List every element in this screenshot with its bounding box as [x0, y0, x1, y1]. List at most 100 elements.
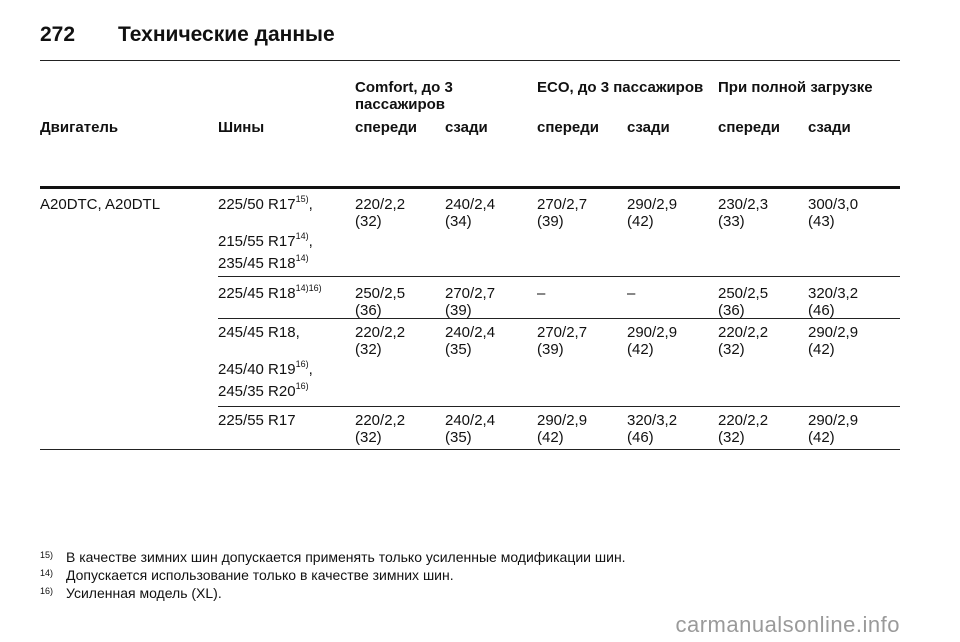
pressure-value: 220/2,2	[718, 324, 769, 341]
row-divider	[218, 276, 900, 277]
tyre-size-separator: ,	[308, 233, 313, 250]
pressure-psi: (35)	[445, 429, 472, 446]
pressure-psi: (42)	[808, 341, 835, 358]
column-header-rear: сзади	[627, 119, 670, 136]
row-divider	[40, 449, 900, 450]
pressure-psi: (46)	[808, 302, 835, 319]
tyre-size-text: 225/55 R17	[218, 412, 296, 429]
footnote-ref: 14)	[295, 253, 309, 263]
table-header-rule	[40, 186, 900, 189]
pressure-value: 250/2,5	[718, 285, 769, 302]
group-header-eco: ECO, до 3 пассажиров	[537, 79, 704, 96]
pressure-value: 290/2,9	[627, 324, 678, 341]
tyre-size: 245/45 R18,	[218, 324, 300, 341]
tyre-size-text: 215/55 R17	[218, 233, 296, 250]
tyre-size-text: 235/45 R18	[218, 255, 296, 272]
pressure-psi: (42)	[808, 429, 835, 446]
tyre-size-text: 245/40 R19	[218, 361, 296, 378]
footnote-ref: 14)	[295, 231, 309, 241]
pressure-psi: (39)	[445, 302, 472, 319]
column-header-front: спереди	[537, 119, 599, 136]
tyre-size: 245/40 R1916),	[218, 359, 313, 379]
pressure-value: 300/3,0	[808, 196, 859, 213]
pressure-value: –	[537, 285, 546, 302]
footnote-mark: 15)	[40, 550, 54, 560]
pressure-value: 230/2,3	[718, 196, 769, 213]
tyre-size: 225/45 R1814)16)	[218, 283, 322, 303]
pressure-value: 220/2,2	[355, 196, 406, 213]
row-divider	[218, 318, 900, 319]
column-header-tyres: Шины	[218, 119, 265, 136]
pressure-value: 220/2,2	[355, 412, 406, 429]
header-rule	[40, 60, 900, 61]
footnotes: 15) В качестве зимних шин допускается при…	[40, 548, 626, 602]
footnote-mark: 14)	[40, 568, 54, 578]
column-header-engine: Двигатель	[40, 119, 119, 136]
tyre-size-separator: ,	[308, 361, 313, 378]
footnote-mark: 16)	[40, 586, 54, 596]
group-header-full-load: При полной загрузке	[718, 79, 873, 96]
tyre-size: 225/55 R17	[218, 412, 296, 429]
column-header-rear: сзади	[445, 119, 488, 136]
pressure-value: 240/2,4	[445, 196, 496, 213]
tyre-size: 225/50 R1715),	[218, 194, 313, 214]
pressure-value: 290/2,9	[808, 324, 859, 341]
tyre-size-separator: ,	[308, 196, 313, 213]
footnote-ref: 14)16)	[295, 283, 322, 293]
footnote-text: Допускается использование только в качес…	[66, 567, 454, 583]
footnote-text: В качестве зимних шин допускается примен…	[66, 549, 626, 565]
pressure-value: 270/2,7	[537, 196, 588, 213]
footnote: 15) В качестве зимних шин допускается при…	[40, 548, 626, 566]
tyre-size-text: 225/45 R18	[218, 285, 296, 302]
group-header-comfort: Comfort, до 3 пассажиров	[355, 79, 453, 113]
column-header-front: спереди	[355, 119, 417, 136]
tyre-size: 245/35 R2016)	[218, 381, 309, 401]
row-divider	[218, 406, 900, 407]
tyre-size: 215/55 R1714),	[218, 231, 313, 251]
footnote-ref: 15)	[295, 194, 309, 204]
pressure-psi: (39)	[537, 341, 564, 358]
pressure-psi: (32)	[718, 341, 745, 358]
pressure-value: 220/2,2	[355, 324, 406, 341]
tyre-size: 235/45 R1814)	[218, 253, 309, 273]
pressure-psi: (32)	[355, 213, 382, 230]
tyre-size-text: 245/35 R20	[218, 383, 296, 400]
column-header-rear: сзади	[808, 119, 851, 136]
pressure-value: 320/3,2	[627, 412, 678, 429]
pressure-value: 320/3,2	[808, 285, 859, 302]
pressure-psi: (42)	[627, 341, 654, 358]
footnote-text: Усиленная модель (XL).	[66, 585, 222, 601]
footnote: 14) Допускается использование только в ка…	[40, 566, 626, 584]
page-header: 272 Технические данные	[40, 20, 335, 50]
pressure-psi: (34)	[445, 213, 472, 230]
footnote-ref: 16)	[295, 381, 309, 391]
page-number: 272	[40, 23, 76, 46]
pressure-value: 290/2,9	[537, 412, 588, 429]
pressure-psi: (32)	[355, 429, 382, 446]
watermark: carmanualsonline.info	[675, 612, 900, 637]
pressure-value: 240/2,4	[445, 324, 496, 341]
footnote-ref: 16)	[295, 359, 309, 369]
engine-cell: A20DTC, A20DTL	[40, 196, 161, 213]
pressure-value: 220/2,2	[718, 412, 769, 429]
pressure-psi: (35)	[445, 341, 472, 358]
pressure-psi: (46)	[627, 429, 654, 446]
column-header-front: спереди	[718, 119, 780, 136]
pressure-psi: (32)	[355, 341, 382, 358]
pressure-psi: (42)	[537, 429, 564, 446]
pressure-psi: (36)	[355, 302, 382, 319]
page-title: Технические данные	[118, 23, 335, 46]
pressure-value: 240/2,4	[445, 412, 496, 429]
pressure-psi: (32)	[718, 429, 745, 446]
tyre-size-text: 225/50 R17	[218, 196, 296, 213]
tyre-size-separator: ,	[295, 324, 300, 341]
pressure-value: 250/2,5	[355, 285, 406, 302]
pressure-value: 290/2,9	[808, 412, 859, 429]
tyre-size-text: 245/45 R18	[218, 324, 296, 341]
pressure-value: 290/2,9	[627, 196, 678, 213]
pressure-psi: (42)	[627, 213, 654, 230]
pressure-psi: (39)	[537, 213, 564, 230]
pressure-value: –	[627, 285, 636, 302]
pressure-psi: (33)	[718, 213, 745, 230]
pressure-psi: (43)	[808, 213, 835, 230]
